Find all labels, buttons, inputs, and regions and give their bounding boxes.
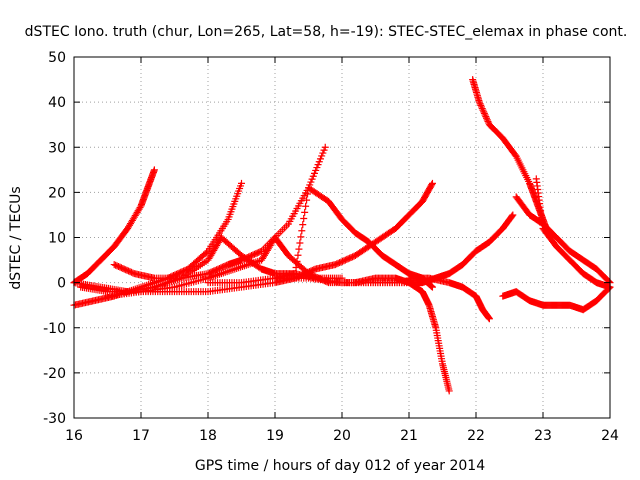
x-tick-label: 19 [266,428,284,444]
data-point [479,106,487,114]
series-10 [405,274,493,323]
y-tick-label: -10 [43,321,66,337]
x-axis-label: GPS time / hours of day 012 of year 2014 [195,458,485,474]
x-tick-label: 16 [65,428,83,444]
data-point [291,270,299,278]
data-point [301,208,309,216]
data-point [428,179,436,187]
data-point [238,179,245,187]
data-point [428,283,436,291]
data-point [150,166,158,174]
data-point [478,105,486,113]
y-tick-label: 20 [48,185,66,201]
y-tick-label: 40 [48,95,66,111]
data-point [445,387,453,395]
data-point [483,114,491,122]
data-point [296,239,304,247]
data-point [483,116,491,124]
data-point [481,111,489,119]
data-point [509,211,517,219]
data-point [484,117,492,125]
series-14 [532,175,614,291]
x-tick-label: 24 [601,428,619,444]
data-point [292,263,300,271]
data-point [427,282,435,290]
data-point [304,190,312,198]
y-tick-label: -20 [43,366,66,382]
data-point [300,214,308,222]
data-point [203,248,211,256]
x-axis-ticks: 16 17 18 19 20 21 22 23 24 [65,57,619,444]
data-point [508,212,516,220]
x-tick-label: 17 [132,428,150,444]
data-point [485,315,493,323]
y-tick-label: 10 [48,231,66,247]
data-point [295,245,303,253]
series-3 [110,143,329,282]
y-axis-ticks: -30 -20 -10 0 10 20 30 40 50 [43,50,610,427]
data-point [478,103,486,111]
y-axis-label: dSTEC / TECUs [8,186,24,289]
data-point [482,113,490,121]
series-8 [204,274,453,395]
data-point [298,227,306,235]
x-tick-label: 23 [534,428,552,444]
grid-lines [74,57,610,418]
data-point [297,233,305,241]
data-point [476,100,484,108]
series-13 [499,283,614,314]
data-point [475,98,483,106]
x-tick-label: 21 [400,428,418,444]
y-tick-label: 50 [48,50,66,66]
data-point [321,143,329,151]
series-1 [70,166,158,287]
data-point [294,251,302,259]
data-point [302,202,310,210]
x-tick-label: 18 [199,428,217,444]
x-tick-label: 22 [467,428,485,444]
data-point [480,108,488,116]
data-point [480,109,488,117]
y-tick-label: -30 [43,411,66,427]
data-point [293,257,301,265]
chart-title: dSTEC Iono. truth (chur, Lon=265, Lat=58… [25,24,628,40]
data-point [477,101,485,109]
x-tick-label: 20 [333,428,351,444]
series-12 [512,193,614,287]
data-points [70,76,614,395]
data-point [428,282,436,290]
data-point [299,221,307,229]
y-tick-label: 0 [57,276,66,292]
data-point [303,196,311,204]
y-tick-label: 30 [48,140,66,156]
data-point [428,181,436,189]
